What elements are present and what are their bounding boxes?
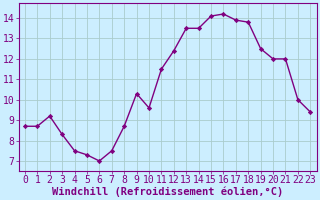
X-axis label: Windchill (Refroidissement éolien,°C): Windchill (Refroidissement éolien,°C) [52, 187, 283, 197]
